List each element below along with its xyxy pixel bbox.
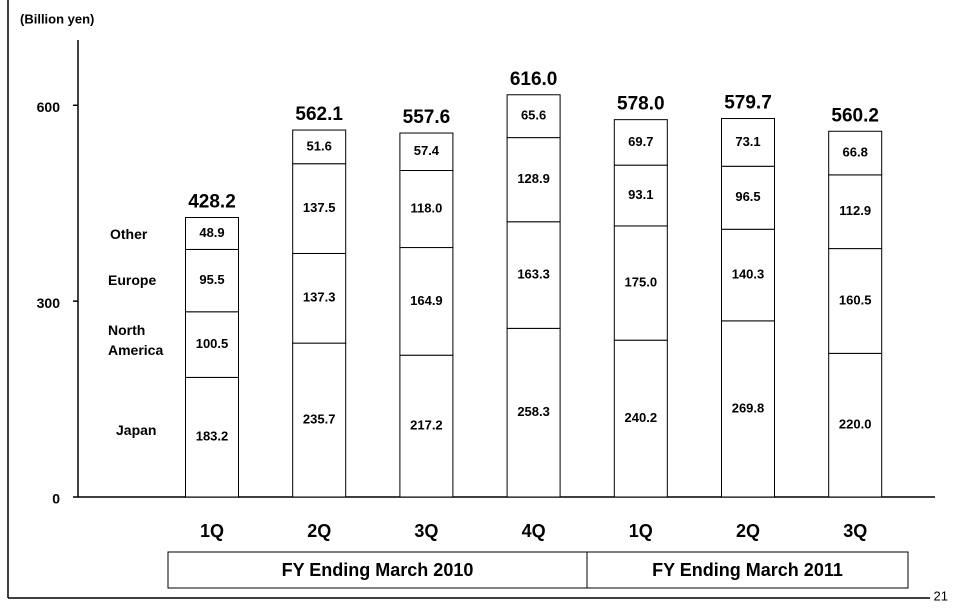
total-label: 557.6 [403, 107, 451, 128]
series-label: Other [110, 226, 148, 242]
segment-label: 240.2 [625, 410, 658, 425]
segment-label: 112.9 [839, 203, 871, 218]
segment-label: 100.5 [196, 336, 229, 351]
bar-segment [292, 342, 347, 498]
total-label: 560.2 [831, 105, 879, 126]
group-box [586, 551, 909, 589]
total-label: 579.7 [724, 93, 772, 114]
y-tick-label: 600 [37, 99, 61, 115]
page-number: 21 [934, 588, 948, 603]
bar-segment [185, 311, 239, 378]
segment-label: 175.0 [625, 274, 658, 289]
segment-label: 183.2 [196, 429, 229, 444]
bar-segment [399, 170, 454, 249]
segment-label: 220.0 [839, 417, 872, 432]
series-label: Europe [108, 272, 157, 288]
segment-label: 118.0 [410, 200, 442, 215]
x-tick-label: 1Q [629, 521, 653, 541]
bar-segment [721, 320, 775, 498]
bar-segment [399, 132, 454, 172]
x-tick-label: 3Q [414, 521, 438, 541]
bar-segment [185, 376, 239, 498]
total-label: 616.0 [510, 69, 558, 90]
bar-segment [721, 118, 775, 167]
segment-label: 140.3 [732, 266, 765, 281]
bar-segment [185, 217, 239, 250]
series-label: North America [108, 322, 164, 358]
segment-label: 164.9 [410, 293, 443, 308]
x-tick-label: 2Q [736, 521, 760, 541]
segment-label: 51.6 [307, 138, 332, 153]
segment-label: 57.4 [414, 143, 440, 158]
x-tick-label: 4Q [522, 521, 546, 541]
segment-label: 65.6 [521, 108, 546, 123]
segment-label: 128.9 [517, 171, 550, 186]
bar-segment [399, 354, 454, 498]
segment-label: 69.7 [628, 134, 653, 149]
bar-segment [506, 221, 561, 329]
segment-label: 96.5 [735, 189, 760, 204]
segment-label: 48.9 [199, 225, 224, 240]
bar-segment [613, 119, 668, 166]
bar-segment [292, 129, 347, 165]
segment-label: 137.3 [303, 290, 336, 305]
segment-label: 66.8 [843, 145, 868, 160]
segment-label: 269.8 [732, 400, 765, 415]
bar-segment [506, 94, 561, 139]
segment-label: 258.3 [517, 404, 550, 419]
bar-segment [292, 163, 347, 254]
bar-segment [613, 339, 668, 498]
bar-segment [721, 228, 775, 322]
segment-label: 160.5 [839, 292, 872, 307]
segment-label: 95.5 [199, 272, 224, 287]
x-tick-label: 2Q [307, 521, 331, 541]
series-label: Japan [116, 422, 157, 438]
segment-label: 73.1 [735, 134, 760, 149]
segment-label: 163.3 [517, 266, 550, 281]
y-tick-label: 0 [52, 491, 60, 507]
bar-segment [828, 352, 883, 498]
bar-segment [721, 165, 775, 230]
bar-segment [613, 225, 668, 341]
total-label: 428.2 [188, 192, 236, 213]
total-label: 562.1 [295, 104, 343, 125]
x-tick-label: 1Q [200, 521, 224, 541]
segment-label: 137.5 [303, 200, 336, 215]
bar-segment [828, 130, 883, 176]
segment-label: 235.7 [303, 411, 336, 426]
group-label: FY Ending March 2010 [282, 560, 474, 580]
unit-label: (Billion yen) [20, 11, 94, 26]
y-tick-label: 300 [37, 295, 61, 311]
bar-segment [185, 248, 239, 313]
bar-segment [399, 247, 454, 356]
segment-label: 93.1 [628, 187, 653, 202]
bar-segment [292, 252, 347, 344]
segment-label: 217.2 [410, 418, 443, 433]
bar-segment [506, 327, 561, 498]
total-label: 578.0 [617, 94, 665, 115]
x-tick-label: 3Q [843, 521, 867, 541]
bar-segment [506, 137, 561, 223]
group-label: FY Ending March 2011 [652, 560, 843, 580]
